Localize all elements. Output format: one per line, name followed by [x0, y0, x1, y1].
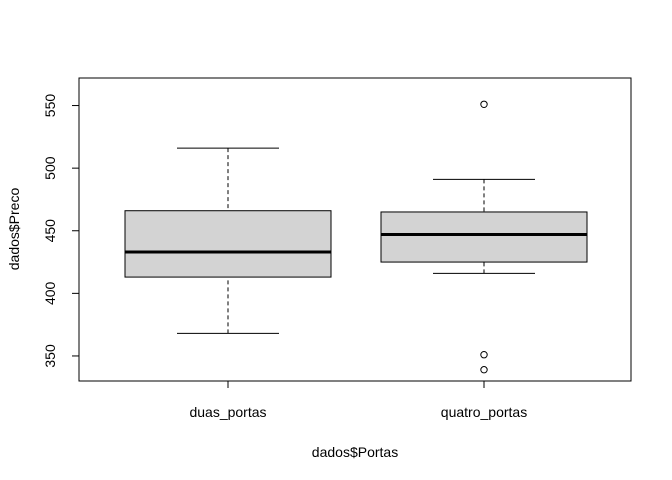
y-tick-label: 350 — [42, 344, 58, 368]
iqr-box — [380, 211, 588, 263]
y-tick-label: 450 — [42, 219, 58, 243]
x-axis: duas_portas quatro_portas — [189, 380, 527, 420]
box-duas_portas — [124, 147, 332, 334]
outlier-point — [480, 366, 488, 374]
x-tick-label: quatro_portas — [441, 404, 527, 420]
y-tick-label: 550 — [42, 94, 58, 118]
y-axis-title: dados$Preco — [6, 188, 22, 271]
x-axis-title: dados$Portas — [312, 444, 398, 460]
boxes — [124, 100, 588, 374]
x-tick-label: duas_portas — [189, 404, 266, 420]
y-tick-label: 400 — [42, 281, 58, 305]
y-axis: 350 400 450 500 550 — [42, 94, 80, 368]
outlier-point — [480, 351, 488, 359]
outlier-point — [480, 100, 488, 108]
box-quatro_portas — [380, 100, 588, 374]
iqr-box — [124, 210, 332, 278]
y-tick-label: 500 — [42, 156, 58, 180]
